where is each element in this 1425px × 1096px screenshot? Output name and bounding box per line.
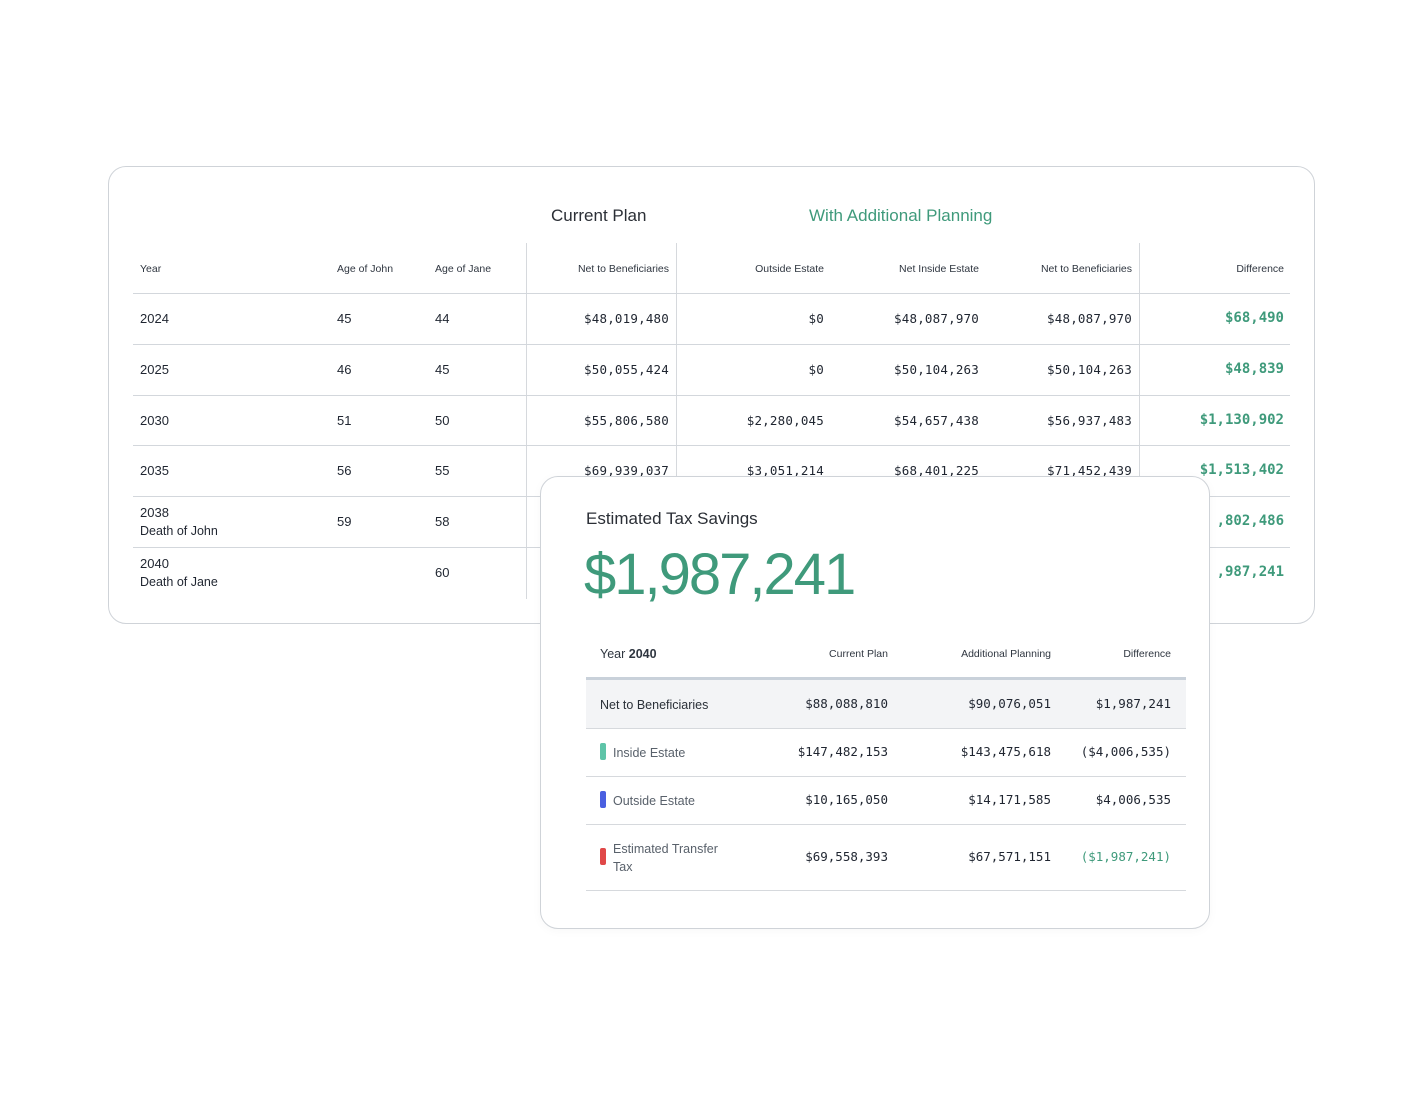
row-divider: [133, 395, 1290, 396]
cell-age-john: 59: [337, 514, 352, 529]
value-additional-planning: $90,076,051: [968, 696, 1051, 711]
row-label: Outside Estate: [613, 794, 695, 808]
cell-current-net: $48,019,480: [584, 311, 669, 326]
cell-age-john: 46: [337, 362, 352, 377]
cell-net-inside-estate: $68,401,225: [894, 463, 979, 478]
savings-col-additional-planning: Additional Planning: [961, 648, 1051, 660]
cell-age-john: 45: [337, 311, 352, 326]
savings-year-header: Year 2040: [600, 647, 657, 661]
header-divider: [586, 677, 1186, 680]
cell-difference: ,987,241: [1216, 564, 1284, 580]
cell-additional-net: $56,937,483: [1047, 413, 1132, 428]
value-difference: ($1,987,241): [1080, 849, 1171, 864]
cell-outside-estate: $3,051,214: [746, 463, 824, 478]
value-difference: $1,987,241: [1095, 696, 1171, 711]
cell-age-jane: 55: [435, 463, 450, 478]
col-header-outside-estate: Outside Estate: [755, 263, 824, 275]
cell-net-inside-estate: $54,657,438: [894, 413, 979, 428]
tax-savings-title: Estimated Tax Savings: [586, 509, 758, 528]
year-prefix: Year: [600, 647, 626, 661]
cell-year: 2040 Death of Jane: [140, 555, 218, 591]
row-divider: [586, 890, 1186, 891]
row-label: Inside Estate: [613, 746, 686, 760]
cell-current-net: $50,055,424: [584, 362, 669, 377]
row-divider: [133, 344, 1290, 345]
row-divider: [586, 824, 1186, 825]
row-divider: [133, 293, 1290, 294]
cell-age-jane: 44: [435, 311, 450, 326]
inside-estate-swatch: [600, 743, 606, 760]
value-difference: ($4,006,535): [1080, 744, 1171, 759]
value-difference: $4,006,535: [1095, 792, 1171, 807]
cell-age-jane: 58: [435, 514, 450, 529]
row-label: Net to Beneficiaries: [600, 698, 709, 712]
year-value: 2040: [140, 556, 169, 571]
col-header-difference: Difference: [1236, 263, 1284, 275]
col-header-year: Year: [140, 263, 162, 275]
group-header-current-plan: Current Plan: [551, 206, 647, 225]
value-current-plan: $69,558,393: [805, 849, 888, 864]
value-additional-planning: $14,171,585: [968, 792, 1051, 807]
cell-year: 2025: [140, 362, 169, 377]
value-additional-planning: $143,475,618: [960, 744, 1051, 759]
highlight-row-background: [586, 680, 1186, 728]
cell-difference: $1,513,402: [1199, 462, 1284, 478]
col-header-current-net: Net to Beneficiaries: [577, 263, 669, 275]
cell-year: 2024: [140, 311, 169, 326]
tax-savings-amount: $1,987,241: [584, 542, 856, 607]
cell-net-inside-estate: $50,104,263: [894, 362, 979, 377]
value-current-plan: $10,165,050: [805, 792, 888, 807]
year-value: 2038: [140, 505, 169, 520]
outside-estate-swatch: [600, 791, 606, 808]
cell-net-inside-estate: $48,087,970: [894, 311, 979, 326]
col-header-age-john: Age of John: [337, 263, 394, 275]
cell-age-jane: 50: [435, 413, 450, 428]
cell-difference: ,802,486: [1216, 513, 1284, 529]
column-divider: [676, 243, 677, 599]
cell-outside-estate: $0: [808, 362, 824, 377]
column-divider: [1139, 243, 1140, 599]
cell-additional-net: $48,087,970: [1047, 311, 1132, 326]
cell-age-jane: 45: [435, 362, 450, 377]
value-current-plan: $147,482,153: [797, 744, 888, 759]
year-event: Death of John: [140, 524, 218, 538]
row-divider: [586, 776, 1186, 777]
cell-year: 2038 Death of John: [140, 504, 218, 540]
value-additional-planning: $67,571,151: [968, 849, 1051, 864]
cell-year: 2030: [140, 413, 169, 428]
cell-difference: $68,490: [1224, 310, 1284, 326]
col-header-additional-net: Net to Beneficiaries: [1040, 263, 1132, 275]
cell-additional-net: $71,452,439: [1047, 463, 1132, 478]
cell-age-jane: 60: [435, 565, 450, 580]
column-divider: [526, 243, 527, 599]
year-event: Death of Jane: [140, 575, 218, 589]
year-value: 2040: [628, 647, 657, 661]
cell-outside-estate: $2,280,045: [746, 413, 824, 428]
transfer-tax-swatch: [600, 848, 606, 865]
row-divider: [133, 445, 1290, 446]
row-divider: [586, 728, 1186, 729]
col-header-net-inside-estate: Net Inside Estate: [899, 263, 979, 275]
value-current-plan: $88,088,810: [805, 696, 888, 711]
cell-age-john: 51: [337, 413, 352, 428]
cell-current-net: $55,806,580: [584, 413, 669, 428]
group-header-additional-planning: With Additional Planning: [809, 206, 993, 225]
cell-year: 2035: [140, 463, 169, 478]
savings-col-current-plan: Current Plan: [829, 648, 888, 660]
savings-col-difference: Difference: [1123, 648, 1171, 660]
cell-difference: $48,839: [1224, 361, 1284, 377]
col-header-age-jane: Age of Jane: [435, 263, 492, 275]
cell-outside-estate: $0: [808, 311, 824, 326]
cell-additional-net: $50,104,263: [1047, 362, 1132, 377]
cell-difference: $1,130,902: [1199, 412, 1284, 428]
cell-current-net: $69,939,037: [584, 463, 669, 478]
row-label: Estimated Transfer Tax: [613, 842, 718, 874]
cell-age-john: 56: [337, 463, 352, 478]
